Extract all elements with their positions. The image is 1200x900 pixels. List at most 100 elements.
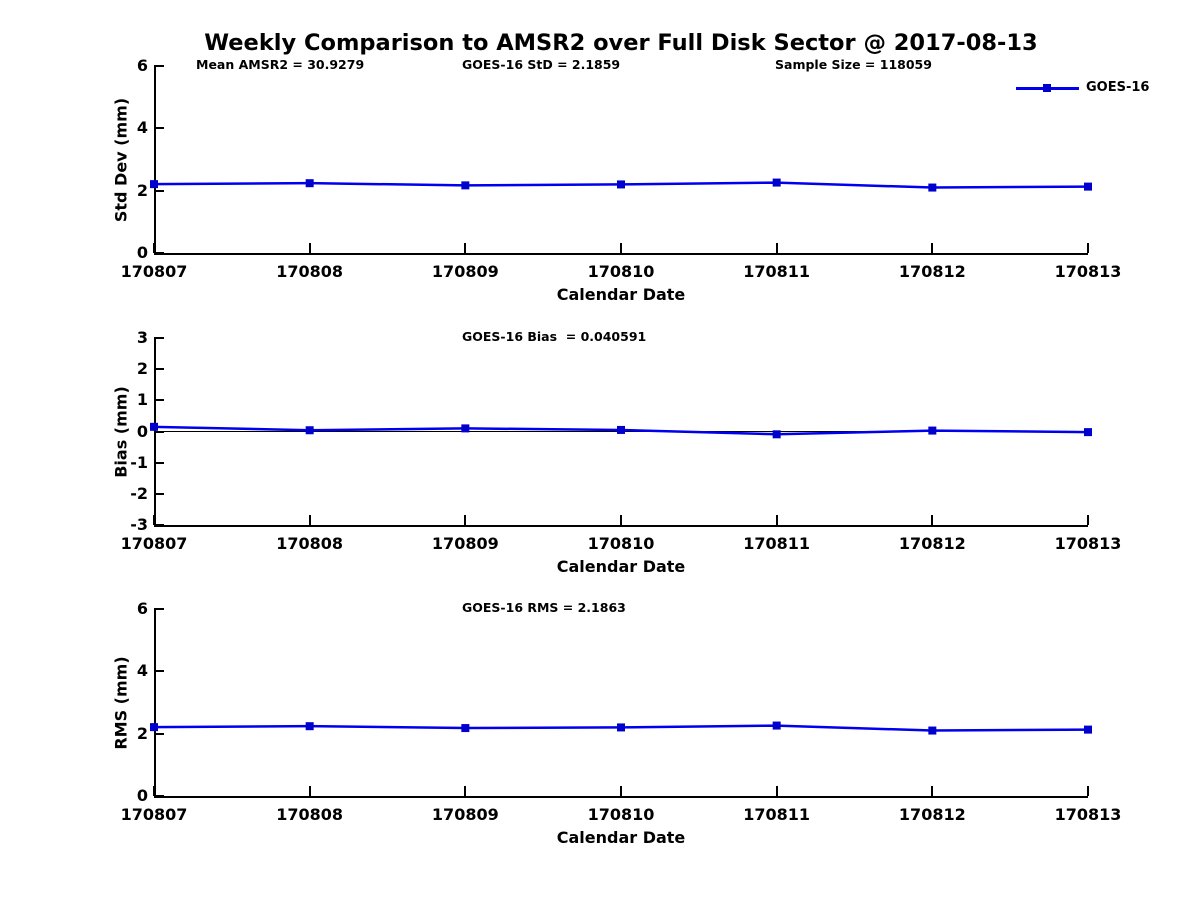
- x-tick-label: 170813: [1054, 805, 1122, 824]
- x-tick: [464, 786, 467, 796]
- y-tick-label: 0: [136, 421, 148, 441]
- x-axis-label: Calendar Date: [556, 828, 686, 847]
- y-tick: [154, 795, 164, 797]
- y-tick: [154, 492, 164, 495]
- x-tick: [620, 515, 622, 525]
- annotation: GOES-16 StD = 2.1859: [462, 57, 621, 72]
- y-tick-label: 6: [136, 56, 148, 75]
- y-axis-label: RMS (mm): [111, 655, 131, 750]
- y-tick-label: 2: [136, 723, 148, 743]
- x-tick: [1087, 786, 1089, 796]
- x-tick: [464, 515, 467, 525]
- x-tick-label: 170810: [587, 262, 655, 281]
- x-tick-label: 170812: [898, 534, 966, 553]
- y-tick: [154, 252, 164, 254]
- x-tick: [153, 786, 155, 796]
- data-point-marker: [461, 424, 470, 433]
- data-point-marker: [1084, 428, 1092, 437]
- x-tick-label: 170810: [587, 805, 655, 824]
- x-tick: [620, 786, 622, 796]
- y-tick-label: -2: [130, 483, 148, 503]
- annotation: Mean AMSR2 = 30.9279: [196, 57, 365, 72]
- data-point-marker: [772, 430, 781, 439]
- x-axis-spine: [154, 253, 1088, 255]
- data-point-marker: [150, 180, 158, 189]
- x-axis-label: Calendar Date: [556, 285, 686, 304]
- y-tick-label: 0: [136, 786, 148, 805]
- y-axis-label: Bias (mm): [111, 385, 131, 478]
- legend-label: GOES-16: [1086, 80, 1150, 95]
- data-point-marker: [461, 724, 470, 733]
- y-tick-label: 2: [136, 180, 148, 200]
- x-tick-label: 170812: [898, 805, 966, 824]
- y-tick: [154, 670, 164, 673]
- x-tick-label: 170811: [743, 262, 811, 281]
- x-tick-label: 170808: [276, 805, 344, 824]
- annotation: GOES-16 RMS = 2.1863: [462, 600, 626, 615]
- x-tick-label: 170807: [120, 534, 188, 553]
- x-tick: [775, 243, 778, 253]
- data-point-marker: [150, 422, 158, 431]
- y-tick-label: 2: [136, 359, 148, 379]
- x-tick-label: 170811: [743, 805, 811, 824]
- data-point-marker: [617, 425, 625, 434]
- x-tick-label: 170808: [276, 534, 344, 553]
- x-tick: [775, 515, 778, 525]
- x-tick-label: 170809: [431, 534, 499, 553]
- y-tick: [154, 127, 164, 130]
- x-axis-spine: [154, 796, 1088, 798]
- x-tick: [308, 515, 311, 525]
- x-tick: [153, 243, 155, 253]
- y-tick-label: -3: [130, 515, 148, 534]
- y-axis-spine: [154, 609, 156, 798]
- data-point-marker: [150, 723, 158, 732]
- y-tick: [154, 732, 164, 735]
- y-tick: [154, 461, 164, 464]
- data-point-marker: [617, 723, 625, 732]
- x-tick-label: 170809: [431, 805, 499, 824]
- x-tick: [775, 786, 778, 796]
- plot-area-bias: [150, 422, 1092, 439]
- x-tick-label: 170809: [431, 262, 499, 281]
- y-tick: [154, 524, 164, 526]
- x-tick: [931, 786, 934, 796]
- x-tick: [308, 243, 311, 253]
- y-tick-label: 0: [136, 243, 148, 262]
- data-point-marker: [1084, 725, 1092, 734]
- x-tick-label: 170811: [743, 534, 811, 553]
- x-tick-label: 170807: [120, 805, 188, 824]
- y-axis-spine: [154, 66, 156, 255]
- data-point-marker: [772, 178, 781, 187]
- y-tick: [154, 337, 164, 339]
- data-point-marker: [772, 721, 781, 730]
- data-point-marker: [617, 180, 625, 189]
- x-tick: [931, 243, 934, 253]
- x-tick-label: 170813: [1054, 534, 1122, 553]
- y-tick-label: -1: [130, 452, 148, 472]
- y-tick-label: 6: [136, 599, 148, 618]
- y-tick-label: 4: [136, 118, 148, 138]
- x-tick: [931, 515, 934, 525]
- x-tick: [464, 243, 467, 253]
- x-tick-label: 170810: [587, 534, 655, 553]
- x-tick: [1087, 243, 1089, 253]
- y-tick-label: 1: [136, 390, 148, 410]
- data-point-marker: [928, 726, 937, 735]
- data-point-marker: [305, 722, 314, 731]
- annotation: GOES-16 Bias = 0.040591: [462, 329, 647, 344]
- x-tick: [153, 515, 155, 525]
- data-point-marker: [305, 179, 314, 188]
- y-axis-label: Std Dev (mm): [111, 97, 131, 222]
- x-tick: [1087, 515, 1089, 525]
- x-axis-label: Calendar Date: [556, 557, 686, 576]
- plot-area-rms: [150, 721, 1092, 735]
- annotation: Sample Size = 118059: [775, 57, 932, 72]
- legend-marker-icon: [1043, 84, 1051, 92]
- data-point-marker: [305, 426, 314, 435]
- figure-title: Weekly Comparison to AMSR2 over Full Dis…: [204, 30, 1038, 56]
- y-tick: [154, 399, 164, 402]
- y-tick: [154, 189, 164, 192]
- x-tick-label: 170808: [276, 262, 344, 281]
- y-tick: [154, 65, 164, 67]
- data-point-marker: [928, 183, 937, 192]
